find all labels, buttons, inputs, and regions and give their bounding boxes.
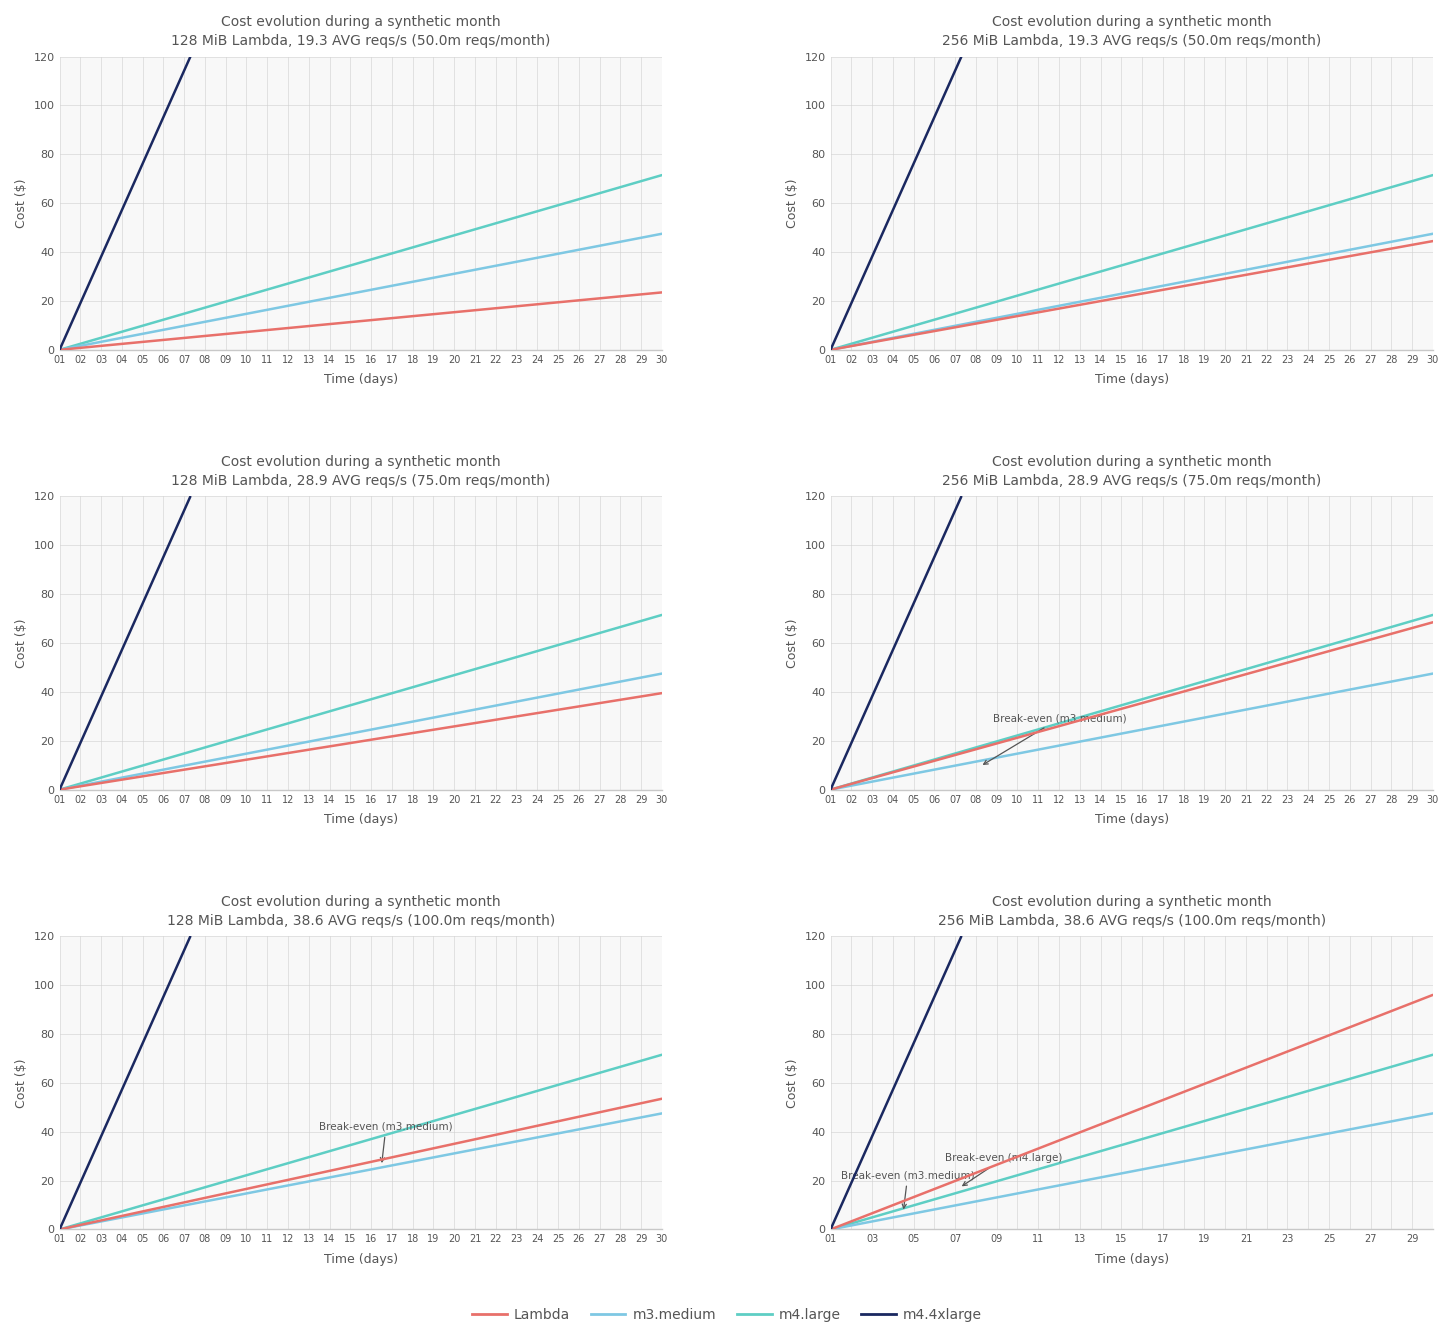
Y-axis label: Cost ($): Cost ($) <box>787 178 800 228</box>
Y-axis label: Cost ($): Cost ($) <box>787 618 800 668</box>
Y-axis label: Cost ($): Cost ($) <box>787 1058 800 1108</box>
X-axis label: Time (days): Time (days) <box>1095 373 1169 386</box>
Title: Cost evolution during a synthetic month
128 MiB Lambda, 38.6 AVG reqs/s (100.0m : Cost evolution during a synthetic month … <box>167 894 555 928</box>
Y-axis label: Cost ($): Cost ($) <box>15 618 28 668</box>
Y-axis label: Cost ($): Cost ($) <box>15 1058 28 1108</box>
X-axis label: Time (days): Time (days) <box>324 373 398 386</box>
X-axis label: Time (days): Time (days) <box>1095 813 1169 826</box>
Legend: Lambda, m3.medium, m4.large, m4.4xlarge: Lambda, m3.medium, m4.large, m4.4xlarge <box>467 1302 987 1328</box>
Text: Break-even (m3.medium): Break-even (m3.medium) <box>984 713 1127 764</box>
Title: Cost evolution during a synthetic month
256 MiB Lambda, 28.9 AVG reqs/s (75.0m r: Cost evolution during a synthetic month … <box>942 455 1322 488</box>
X-axis label: Time (days): Time (days) <box>324 813 398 826</box>
Title: Cost evolution during a synthetic month
256 MiB Lambda, 19.3 AVG reqs/s (50.0m r: Cost evolution during a synthetic month … <box>942 15 1322 48</box>
Text: Break-even (m4.large): Break-even (m4.large) <box>945 1153 1063 1185</box>
Title: Cost evolution during a synthetic month
256 MiB Lambda, 38.6 AVG reqs/s (100.0m : Cost evolution during a synthetic month … <box>938 894 1326 928</box>
X-axis label: Time (days): Time (days) <box>324 1252 398 1266</box>
Text: Break-even (m3.medium): Break-even (m3.medium) <box>320 1121 452 1161</box>
Text: Break-even (m3.medium): Break-even (m3.medium) <box>840 1171 974 1208</box>
Title: Cost evolution during a synthetic month
128 MiB Lambda, 28.9 AVG reqs/s (75.0m r: Cost evolution during a synthetic month … <box>172 455 551 488</box>
Y-axis label: Cost ($): Cost ($) <box>15 178 28 228</box>
X-axis label: Time (days): Time (days) <box>1095 1252 1169 1266</box>
Title: Cost evolution during a synthetic month
128 MiB Lambda, 19.3 AVG reqs/s (50.0m r: Cost evolution during a synthetic month … <box>172 15 551 48</box>
